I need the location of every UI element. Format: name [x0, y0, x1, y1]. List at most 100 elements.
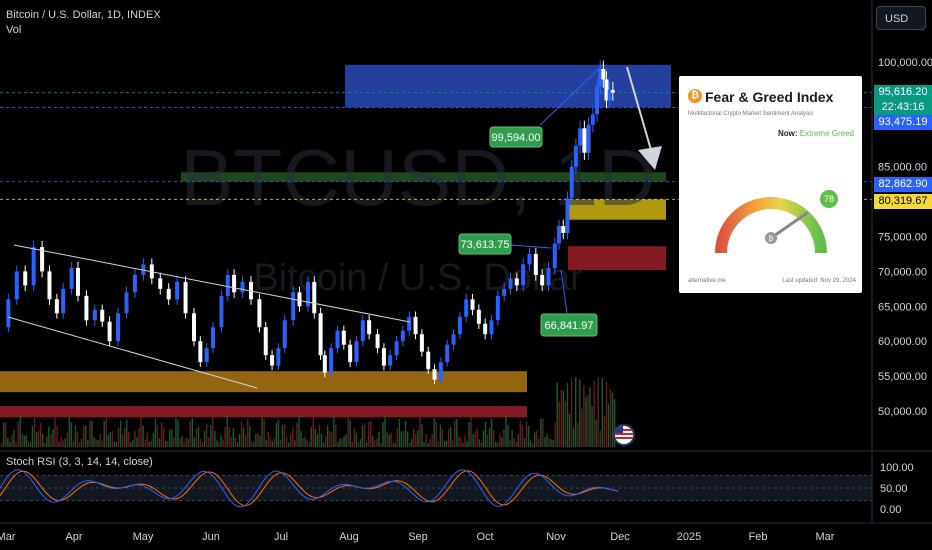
volume-bar	[443, 441, 446, 447]
volume-bar	[558, 401, 560, 447]
volume-bar	[142, 425, 144, 447]
countdown-tag: 22:43:16	[874, 100, 932, 115]
candle-body	[305, 281, 310, 307]
time-tick-label: Sep	[408, 531, 428, 543]
volume-bar	[93, 437, 95, 447]
volume-bar	[406, 431, 409, 447]
candle-body	[565, 198, 570, 234]
volume-bar	[62, 440, 64, 447]
volume-bar	[411, 439, 413, 447]
volume-bar	[417, 430, 419, 447]
volume-bar	[349, 420, 351, 447]
volume-bar	[595, 419, 597, 447]
volume-bar	[546, 434, 548, 447]
volume-bar	[261, 417, 263, 447]
price-tick-label: 55,000.00	[878, 371, 927, 383]
candle-body	[578, 128, 583, 146]
volume-bar	[488, 427, 491, 447]
volume-bar	[72, 440, 75, 447]
time-tick-label: Nov	[546, 531, 566, 543]
currency-button[interactable]: USD	[876, 6, 926, 30]
candle-body	[84, 295, 89, 321]
candle-body	[198, 341, 203, 363]
volume-bar	[33, 417, 36, 447]
zone-3	[568, 199, 666, 220]
volume-bar	[48, 426, 50, 447]
volume-bar	[562, 390, 565, 447]
volume-bar	[400, 431, 403, 447]
volume-bar	[370, 420, 372, 447]
volume-bar	[214, 430, 216, 447]
candle-body	[297, 292, 302, 307]
candle-body	[438, 362, 443, 380]
volume-bar	[134, 430, 136, 447]
volume-bar	[589, 387, 591, 447]
volume-bar	[353, 428, 355, 447]
candle-body	[322, 355, 327, 373]
volume-bar	[232, 428, 235, 447]
volume-bar	[21, 433, 23, 447]
gauge-needle	[769, 211, 809, 240]
callout-label-3: 66,841.97	[545, 320, 594, 332]
volume-bar	[281, 425, 284, 447]
fear-greed-now-label: Now:	[777, 129, 798, 138]
volume-bar	[484, 421, 487, 447]
volume-bar	[515, 441, 517, 447]
volume-bar	[119, 420, 122, 447]
volume-bar	[408, 442, 411, 447]
volume-bar	[52, 429, 54, 447]
volume-bar	[609, 389, 612, 447]
time-tick-label: Mar	[0, 531, 16, 543]
volume-bar	[158, 437, 161, 447]
volume-bar	[25, 435, 27, 447]
volume-bar	[566, 382, 569, 447]
callout-line-3	[560, 269, 568, 314]
candle-body	[413, 316, 418, 335]
volume-bar	[404, 420, 407, 447]
fear-greed-now-value: Extreme Greed	[799, 129, 854, 138]
last-price-label: 95,616.20	[878, 86, 928, 98]
volume-bar	[544, 437, 546, 447]
volume-bar	[499, 433, 501, 447]
volume-bar	[318, 424, 321, 447]
volume-bar	[191, 418, 194, 447]
candle-body	[211, 327, 215, 349]
volume-bar	[331, 432, 333, 447]
volume-bar	[583, 385, 585, 447]
volume-bar	[249, 425, 251, 447]
volume-bar	[351, 442, 353, 447]
volume-bar	[17, 421, 19, 447]
volume-bar	[374, 440, 376, 447]
volume-bar	[105, 416, 107, 447]
candle-body	[569, 166, 574, 199]
volume-bar	[536, 430, 538, 447]
rsi-k-line	[0, 469, 619, 508]
price-tick-label: 75,000.00	[878, 232, 927, 244]
candle-body	[557, 226, 562, 244]
candle-body	[432, 369, 437, 380]
us-flag-icon[interactable]	[613, 424, 635, 446]
volume-bar	[222, 439, 224, 447]
volume-bar	[5, 422, 7, 447]
candle-body	[419, 334, 424, 352]
volume-bar	[64, 438, 66, 447]
volume-bar	[39, 422, 42, 447]
volume-bar	[605, 381, 608, 447]
volume-bar	[388, 434, 390, 447]
volume-bar	[271, 440, 273, 447]
candle-body	[552, 243, 557, 268]
volume-bar	[171, 429, 173, 447]
volume-bar	[283, 423, 286, 447]
candle-body	[312, 281, 317, 314]
volume-bar	[294, 440, 296, 447]
volume-bar	[165, 441, 167, 447]
candle-body	[360, 320, 365, 342]
candle-body	[175, 281, 180, 300]
volume-bar	[480, 442, 483, 447]
price-tag-line-1: 93,475.19	[874, 115, 932, 130]
volume-bar	[329, 430, 331, 447]
volume-bar	[445, 440, 448, 447]
trendline-lower	[7, 316, 258, 389]
volume-bar	[128, 431, 130, 447]
